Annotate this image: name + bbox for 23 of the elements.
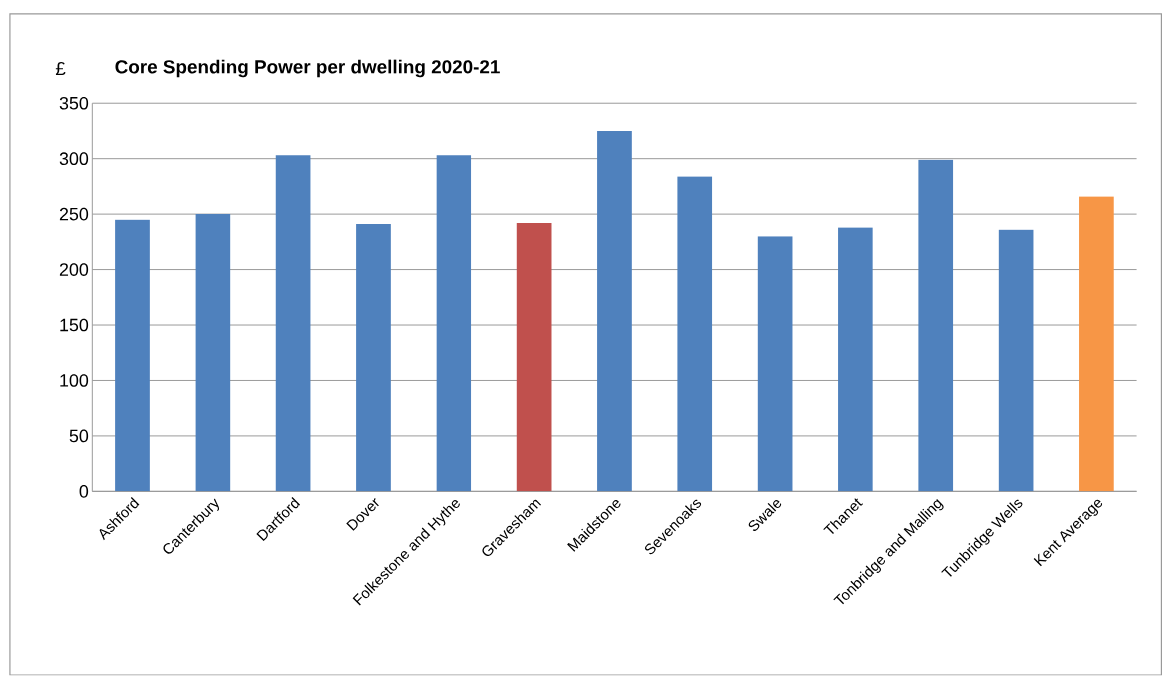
bar — [195, 214, 231, 492]
y-axis-title: £ — [55, 62, 66, 76]
bar — [757, 236, 793, 492]
bar — [275, 155, 311, 492]
bar — [516, 223, 552, 492]
y-tick-label: 350 — [59, 97, 89, 110]
bar — [356, 224, 391, 492]
y-tick-label: 200 — [59, 263, 89, 277]
chart-title: Core Spending Power per dwelling 2020-21 — [115, 59, 500, 78]
bar — [115, 219, 150, 492]
y-tick-label: 100 — [60, 374, 89, 387]
y-tick-label: 50 — [69, 429, 89, 443]
y-tick-label: 300 — [59, 152, 89, 166]
y-tick-label: 0 — [79, 485, 89, 498]
bar — [998, 229, 1034, 492]
bar — [918, 159, 954, 492]
y-tick-label: 150 — [60, 318, 89, 332]
bar — [677, 176, 713, 492]
bar — [597, 131, 632, 492]
bar — [838, 227, 873, 492]
bar — [1079, 196, 1114, 492]
y-tick-label: 250 — [59, 207, 89, 221]
bar — [436, 155, 472, 492]
